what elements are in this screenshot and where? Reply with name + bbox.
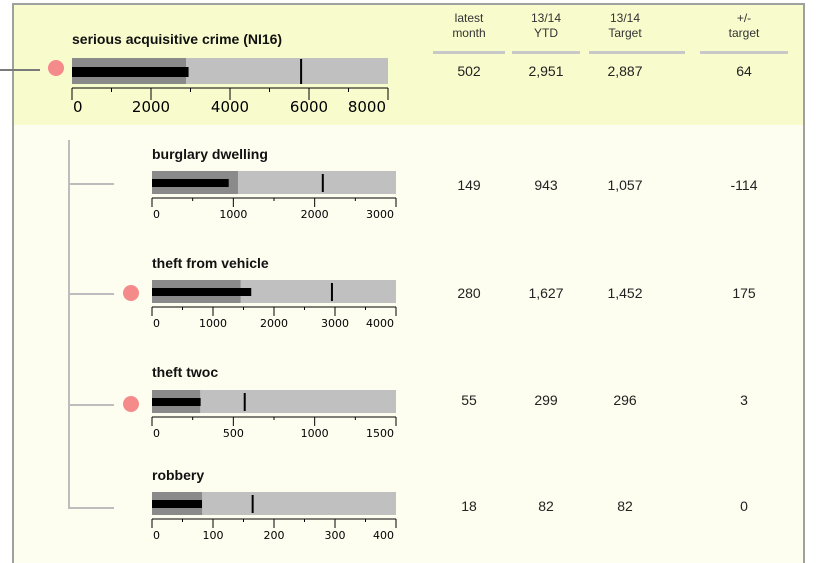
- bar-robbery: [152, 500, 203, 508]
- value-ytd-serious: 2,951: [528, 63, 564, 79]
- tick-label-burglary-dwelling: 2000: [301, 208, 329, 221]
- tree-branch-theft-vehicle: [68, 293, 114, 295]
- tick-label-serious-acquisitive-crime: 6000: [290, 98, 328, 116]
- tick-label-robbery: 300: [325, 529, 346, 542]
- tick-label-burglary-dwelling: 3000: [366, 208, 394, 221]
- value-ytd-theft-twoc: 299: [534, 392, 558, 408]
- header-diff: +/- target: [708, 11, 780, 41]
- header-target-line1: 13/14: [609, 11, 641, 25]
- header-target: 13/14 Target: [589, 11, 661, 41]
- tick-label-theft-twoc: 1500: [366, 427, 394, 440]
- tick-label-theft-from-vehicle: 3000: [321, 317, 349, 330]
- value-latest-month-burglary: 149: [457, 177, 481, 193]
- tick-label-theft-twoc: 500: [223, 427, 244, 440]
- bullet-chart-robbery: 0 100 200 300 400: [151, 492, 397, 542]
- tree-branch-burglary: [68, 183, 114, 185]
- value-target-theft-vehicle: 1,452: [607, 285, 643, 301]
- tree-branch-robbery: [68, 507, 114, 509]
- tick-label-theft-twoc: 1000: [301, 427, 329, 440]
- tick-label-burglary-dwelling: 1000: [219, 208, 247, 221]
- alert-dot-theft-from-vehicle: [123, 285, 139, 301]
- header-underline-ytd: [512, 51, 580, 54]
- bullet-chart-theft-from-vehicle: 0 1000 2000 3000 4000: [151, 280, 397, 330]
- value-diff-theft-vehicle: 175: [732, 285, 756, 301]
- header-diff-line2: target: [728, 26, 760, 40]
- header-latest-month-line2: month: [452, 26, 486, 40]
- value-diff-serious: 64: [736, 63, 752, 79]
- alert-dot-serious-acquisitive-crime: [48, 60, 64, 76]
- title-robbery: robbery: [152, 467, 205, 483]
- value-latest-month-robbery: 18: [461, 498, 477, 514]
- value-latest-month-theft-twoc: 55: [461, 392, 477, 408]
- tick-label-serious-acquisitive-crime: 8000: [348, 98, 386, 116]
- value-ytd-burglary: 943: [534, 177, 558, 193]
- value-target-serious: 2,887: [607, 63, 643, 79]
- tick-label-robbery: 0: [153, 529, 160, 542]
- alert-dot-theft-twoc: [123, 396, 139, 412]
- value-target-robbery: 82: [617, 498, 633, 514]
- header-ytd-line2: YTD: [534, 26, 558, 40]
- bar-theft-twoc: [152, 398, 201, 406]
- bullet-chart-burglary-dwelling: 0 1000 2000 3000: [151, 171, 397, 221]
- title-theft-twoc: theft twoc: [152, 364, 219, 380]
- tick-label-serious-acquisitive-crime: 2000: [132, 98, 170, 116]
- value-target-burglary: 1,057: [607, 177, 643, 193]
- tick-label-serious-acquisitive-crime: 4000: [211, 98, 249, 116]
- bar-theft-from-vehicle: [152, 288, 252, 296]
- tick-label-burglary-dwelling: 0: [153, 208, 160, 221]
- value-target-theft-twoc: 296: [613, 392, 637, 408]
- header-underline-latest: [433, 51, 505, 54]
- header-latest-month: latest month: [433, 11, 505, 41]
- tick-label-serious-acquisitive-crime: 0: [73, 98, 83, 116]
- bar-burglary-dwelling: [152, 179, 229, 187]
- header-underline-target: [589, 51, 685, 54]
- band-light-theft-twoc: [152, 390, 396, 413]
- tick-label-robbery: 100: [203, 529, 224, 542]
- header-ytd: 13/14 YTD: [510, 11, 582, 41]
- header-diff-line1: +/-: [736, 11, 752, 25]
- value-diff-theft-twoc: 3: [740, 392, 748, 408]
- title-burglary-dwelling: burglary dwelling: [152, 146, 268, 162]
- value-diff-burglary: -114: [730, 177, 758, 193]
- header-underline-diff: [700, 51, 788, 54]
- value-latest-month-theft-vehicle: 280: [457, 285, 481, 301]
- bullet-chart-theft-twoc: 0 500 1000 1500: [151, 390, 397, 440]
- connector-line: [0, 69, 40, 71]
- tree-branch-theft-twoc: [68, 404, 114, 406]
- tick-label-theft-from-vehicle: 2000: [260, 317, 288, 330]
- header-target-line2: Target: [608, 26, 642, 40]
- header-latest-month-line1: latest: [454, 11, 484, 25]
- title-theft-from-vehicle: theft from vehicle: [152, 255, 269, 271]
- tick-label-robbery: 400: [373, 529, 394, 542]
- tick-label-theft-from-vehicle: 0: [153, 317, 160, 330]
- value-diff-robbery: 0: [740, 498, 748, 514]
- header-ytd-line1: 13/14: [530, 11, 562, 25]
- tick-label-theft-from-vehicle: 4000: [366, 317, 394, 330]
- tick-label-robbery: 200: [264, 529, 285, 542]
- value-ytd-robbery: 82: [538, 498, 554, 514]
- tick-label-theft-from-vehicle: 1000: [199, 317, 227, 330]
- tree-vertical-line: [68, 140, 70, 508]
- bullet-chart-serious-acquisitive-crime: 0 2000 4000 6000 8000: [71, 58, 389, 116]
- tick-label-theft-twoc: 0: [153, 427, 160, 440]
- value-latest-month-serious: 502: [457, 63, 481, 79]
- value-ytd-theft-vehicle: 1,627: [528, 285, 564, 301]
- band-light-robbery: [152, 492, 396, 515]
- bar-serious-acquisitive-crime: [72, 67, 189, 77]
- title-serious-acquisitive-crime: serious acquisitive crime (NI16): [72, 31, 283, 47]
